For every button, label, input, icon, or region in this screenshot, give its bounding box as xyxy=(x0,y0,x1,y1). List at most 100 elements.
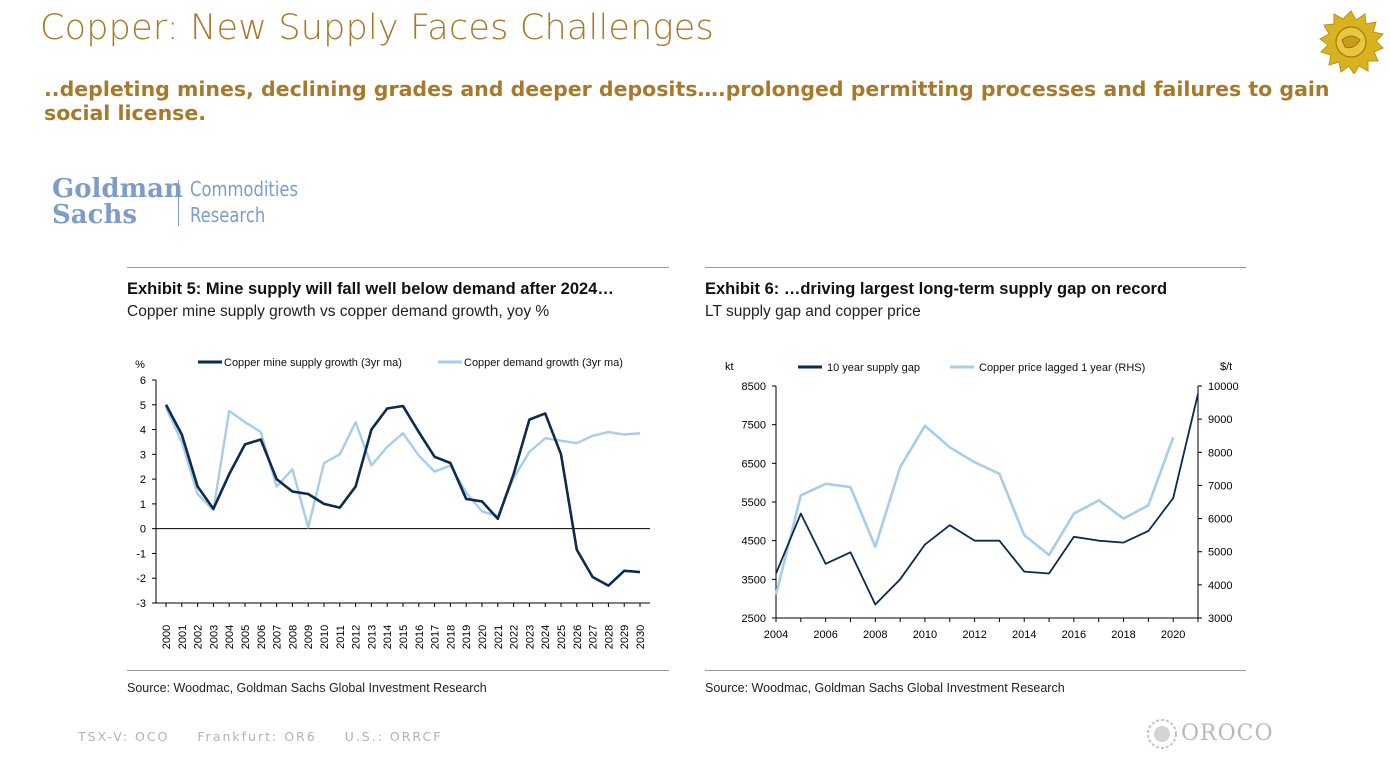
x-tick-label: 2010 xyxy=(913,629,937,641)
ticker-frankfurt: Frankfurt: OR6 xyxy=(197,729,317,744)
x-tick-label: 2019 xyxy=(461,625,473,649)
exhibit-6-source: Source: Woodmac, Goldman Sachs Global In… xyxy=(705,681,1065,695)
x-tick-label: 2017 xyxy=(430,625,442,649)
exhibit-5-source: Source: Woodmac, Goldman Sachs Global In… xyxy=(127,681,487,695)
x-tick-label: 2016 xyxy=(1062,629,1086,641)
x-tick-label: 2004 xyxy=(224,625,236,649)
legend-label: Copper demand growth (3yr ma) xyxy=(464,357,623,369)
x-tick-label: 2023 xyxy=(524,625,536,649)
y-tick-label: 5 xyxy=(140,400,146,412)
y-tick-label-right: 5000 xyxy=(1208,547,1232,559)
y-tick-label-right: 7000 xyxy=(1208,480,1232,492)
legend-label: Copper mine supply growth (3yr ma) xyxy=(224,357,402,369)
x-tick-label: 2025 xyxy=(556,625,568,649)
x-tick-label: 2014 xyxy=(1012,629,1036,641)
y-tick-label: -1 xyxy=(136,548,146,560)
y-tick-label-left: 4500 xyxy=(742,536,766,548)
x-tick-label: 2009 xyxy=(303,625,315,649)
x-tick-label: 2028 xyxy=(603,625,615,649)
x-tick-label: 2026 xyxy=(572,625,584,649)
y-tick-label-left: 7500 xyxy=(742,420,766,432)
x-tick-label: 2004 xyxy=(764,629,788,641)
x-tick-label: 2007 xyxy=(272,625,284,649)
y-tick-label-right: 4000 xyxy=(1208,580,1232,592)
x-tick-label: 2012 xyxy=(351,625,363,649)
oroco-sun-icon xyxy=(1147,719,1177,749)
x-tick-label: 2013 xyxy=(366,625,378,649)
x-tick-label: 2029 xyxy=(619,625,631,649)
x-tick-label: 2012 xyxy=(962,629,986,641)
x-tick-label: 2006 xyxy=(256,625,268,649)
y-tick-label-left: 2500 xyxy=(742,613,766,625)
y-axis-unit-right: $/t xyxy=(1220,361,1232,373)
y-tick-label: 2 xyxy=(140,474,146,486)
y-tick-label: 0 xyxy=(140,524,146,536)
legend-label: Copper price lagged 1 year (RHS) xyxy=(979,362,1145,374)
x-tick-label: 2008 xyxy=(287,625,299,649)
ticker-tsxv: TSX-V: OCO xyxy=(78,729,170,744)
exhibit-5-bottom-rule xyxy=(127,670,669,671)
slide-title: Copper: New Supply Faces Challenges xyxy=(40,8,714,48)
x-tick-label: 2002 xyxy=(193,625,205,649)
x-tick-label: 2020 xyxy=(477,625,489,649)
series-line-demand xyxy=(164,406,641,529)
y-tick-label: -3 xyxy=(136,598,146,610)
exhibit-5-top-rule xyxy=(127,267,669,268)
x-tick-label: 2018 xyxy=(1111,629,1135,641)
legend-label: 10 year supply gap xyxy=(827,362,920,374)
x-tick-label: 2020 xyxy=(1161,629,1185,641)
x-tick-label: 2006 xyxy=(813,629,837,641)
x-tick-label: 2018 xyxy=(445,625,457,649)
ticker-us: U.S.: ORRCF xyxy=(344,729,443,744)
y-tick-label-left: 6500 xyxy=(742,458,766,470)
y-tick-label-right: 9000 xyxy=(1208,414,1232,426)
y-tick-label: 4 xyxy=(140,425,146,437)
x-tick-label: 2016 xyxy=(414,625,426,649)
x-tick-label: 2001 xyxy=(177,625,189,649)
x-tick-label: 2011 xyxy=(335,625,347,649)
gs-logo-unit: Commodities Research xyxy=(190,177,299,227)
y-tick-label-right: 3000 xyxy=(1208,613,1232,625)
exhibit-6-subtitle: LT supply gap and copper price xyxy=(705,303,921,320)
series-line-copper-price xyxy=(774,424,1175,596)
x-tick-label: 2021 xyxy=(493,625,505,649)
y-tick-label-left: 8500 xyxy=(742,381,766,393)
y-tick-label-left: 3500 xyxy=(742,574,766,586)
x-tick-label: 2010 xyxy=(319,625,331,649)
exhibit-6-top-rule xyxy=(705,267,1246,268)
gs-logo-divider xyxy=(178,180,179,226)
x-tick-label: 2015 xyxy=(398,625,410,649)
x-tick-label: 2030 xyxy=(635,625,647,649)
y-tick-label-right: 8000 xyxy=(1208,447,1232,459)
y-tick-label: 3 xyxy=(140,449,146,461)
y-tick-label-right: 10000 xyxy=(1208,381,1239,393)
y-tick-label: 6 xyxy=(140,375,146,387)
y-axis-unit: % xyxy=(135,359,145,371)
exhibit-5-subtitle: Copper mine supply growth vs copper dema… xyxy=(127,303,550,320)
oroco-wordmark: OROCO xyxy=(1181,721,1274,746)
x-tick-label: 2024 xyxy=(540,625,552,649)
y-tick-label-left: 5500 xyxy=(742,497,766,509)
series-line-supply-gap xyxy=(775,393,1199,606)
x-tick-label: 2003 xyxy=(208,625,220,649)
x-tick-label: 2005 xyxy=(240,625,252,649)
footer-tickers: TSX-V: OCO Frankfurt: OR6 U.S.: ORRCF xyxy=(78,729,464,744)
x-tick-label: 2022 xyxy=(509,625,521,649)
exhibit-5-chart: 6 5 4 3 2 1 0 -1 -2 -3% 2000 2001 2002 2003 2004 2005 20… xyxy=(135,357,650,649)
y-tick-label: 1 xyxy=(140,499,146,511)
x-tick-label: 2027 xyxy=(588,625,600,649)
y-tick-label-right: 6000 xyxy=(1208,514,1232,526)
oroco-logo: OROCO xyxy=(1145,717,1275,753)
y-axis-unit-left: kt xyxy=(725,361,734,373)
exhibit-6-title: Exhibit 6: …driving largest long-term su… xyxy=(705,280,1168,298)
x-tick-label: 2014 xyxy=(382,625,394,649)
y-tick-label: -2 xyxy=(136,573,146,585)
exhibit-5-title: Exhibit 5: Mine supply will fall well be… xyxy=(127,280,614,298)
exhibit-6-chart: 8500 7500 6500 5500 4500 3500 2500 10000 9000 800… xyxy=(725,361,1239,641)
x-tick-label: 2008 xyxy=(863,629,887,641)
gs-logo-name: Goldman Sachs xyxy=(52,174,183,230)
series-line-mine-supply xyxy=(164,404,641,587)
sun-logo-icon xyxy=(1319,10,1384,74)
slide-subtitle: ..depleting mines, declining grades and … xyxy=(44,77,1330,125)
x-tick-label: 2000 xyxy=(161,625,173,649)
